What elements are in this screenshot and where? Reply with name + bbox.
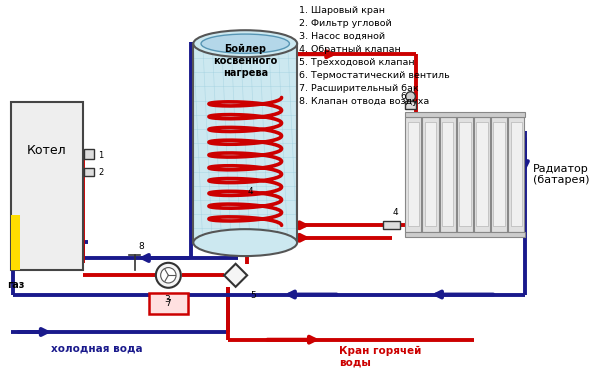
Bar — [11, 215, 20, 270]
Bar — [493, 122, 505, 226]
Text: 7. Расширительный бак: 7. Расширительный бак — [299, 84, 419, 93]
Bar — [476, 122, 488, 226]
Bar — [405, 117, 421, 232]
Bar — [491, 117, 507, 232]
Bar — [511, 122, 522, 226]
Bar — [407, 122, 419, 226]
Text: 4: 4 — [247, 187, 253, 197]
Bar — [422, 117, 439, 232]
Text: Котел: Котел — [27, 144, 67, 157]
Bar — [84, 168, 94, 176]
Text: 7: 7 — [166, 299, 171, 308]
Circle shape — [161, 267, 176, 283]
Text: 4: 4 — [392, 208, 398, 217]
Circle shape — [156, 263, 181, 288]
Ellipse shape — [201, 34, 289, 53]
Text: Кран горячей
воды: Кран горячей воды — [340, 345, 422, 367]
Text: Радиатор
(батарея): Радиатор (батарея) — [533, 164, 589, 185]
Polygon shape — [224, 264, 247, 287]
Text: 2. Фильтр угловой: 2. Фильтр угловой — [299, 19, 392, 28]
Bar — [425, 122, 436, 226]
Text: 6: 6 — [400, 92, 406, 101]
Bar — [405, 112, 525, 117]
Text: 4. Обратный клапан: 4. Обратный клапан — [299, 45, 401, 54]
Bar — [442, 122, 454, 226]
Text: Бойлер
косвенного
нагрева: Бойлер косвенного нагрева — [213, 43, 277, 78]
Bar — [11, 102, 83, 270]
Text: холодная вода: холодная вода — [51, 344, 143, 354]
Text: 1. Шаровый кран: 1. Шаровый кран — [299, 6, 385, 15]
Ellipse shape — [193, 229, 297, 256]
Bar — [508, 117, 524, 232]
Text: 8: 8 — [139, 242, 145, 251]
Text: 6. Термостатический вентиль: 6. Термостатический вентиль — [299, 71, 450, 80]
Ellipse shape — [193, 30, 297, 57]
Text: 5. Трехходовой клапан: 5. Трехходовой клапан — [299, 58, 415, 67]
Bar — [383, 220, 400, 229]
Text: 8. Клапан отвода воздуха: 8. Клапан отвода воздуха — [299, 97, 430, 106]
Bar — [474, 117, 490, 232]
Bar — [440, 117, 456, 232]
Text: 2: 2 — [98, 168, 103, 177]
Circle shape — [406, 92, 415, 101]
Bar — [459, 122, 470, 226]
Text: газ: газ — [7, 280, 24, 290]
Text: 5: 5 — [250, 290, 256, 300]
Bar — [149, 293, 188, 314]
Text: 1: 1 — [98, 151, 103, 160]
Bar — [405, 101, 416, 109]
Bar — [193, 44, 297, 243]
Bar — [84, 150, 94, 159]
Bar — [457, 117, 473, 232]
Bar — [405, 232, 525, 237]
Text: 3. Насос водяной: 3. Насос водяной — [299, 32, 385, 41]
Text: 3: 3 — [164, 295, 170, 303]
